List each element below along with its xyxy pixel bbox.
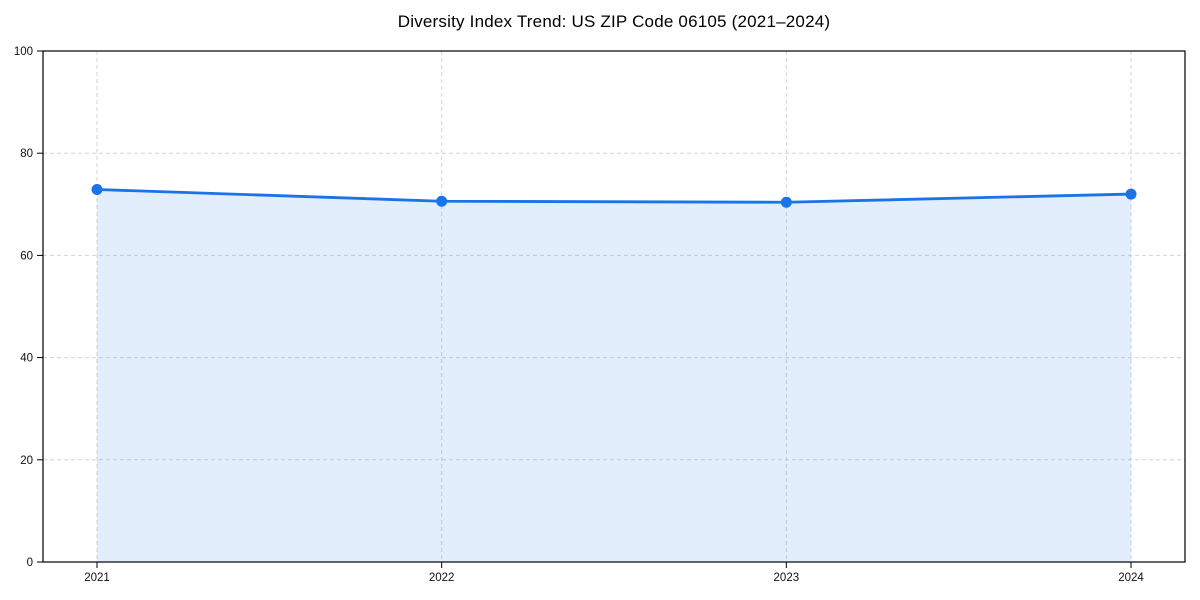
trend-line bbox=[95, 188, 1133, 204]
y-tick-label: 20 bbox=[20, 455, 33, 467]
y-tick-label: 60 bbox=[20, 250, 33, 262]
data-point-2023 bbox=[780, 196, 792, 208]
area-fill bbox=[97, 189, 1131, 562]
x-tick-label: 2023 bbox=[774, 572, 800, 584]
x-tick-label: 2021 bbox=[84, 572, 110, 584]
y-tick-label: 0 bbox=[27, 557, 33, 569]
x-tick-label: 2024 bbox=[1118, 572, 1144, 584]
chart-title: Diversity Index Trend: US ZIP Code 06105… bbox=[397, 12, 831, 31]
data-point-2024 bbox=[1125, 188, 1137, 200]
y-tick-label: 80 bbox=[20, 148, 33, 160]
y-tick-label: 40 bbox=[20, 353, 33, 365]
plot-border bbox=[42, 50, 1186, 563]
data-point-2022 bbox=[436, 195, 448, 207]
y-tick-label: 100 bbox=[14, 46, 33, 58]
x-tick-label: 2022 bbox=[429, 572, 455, 584]
data-point-2021 bbox=[91, 183, 103, 195]
